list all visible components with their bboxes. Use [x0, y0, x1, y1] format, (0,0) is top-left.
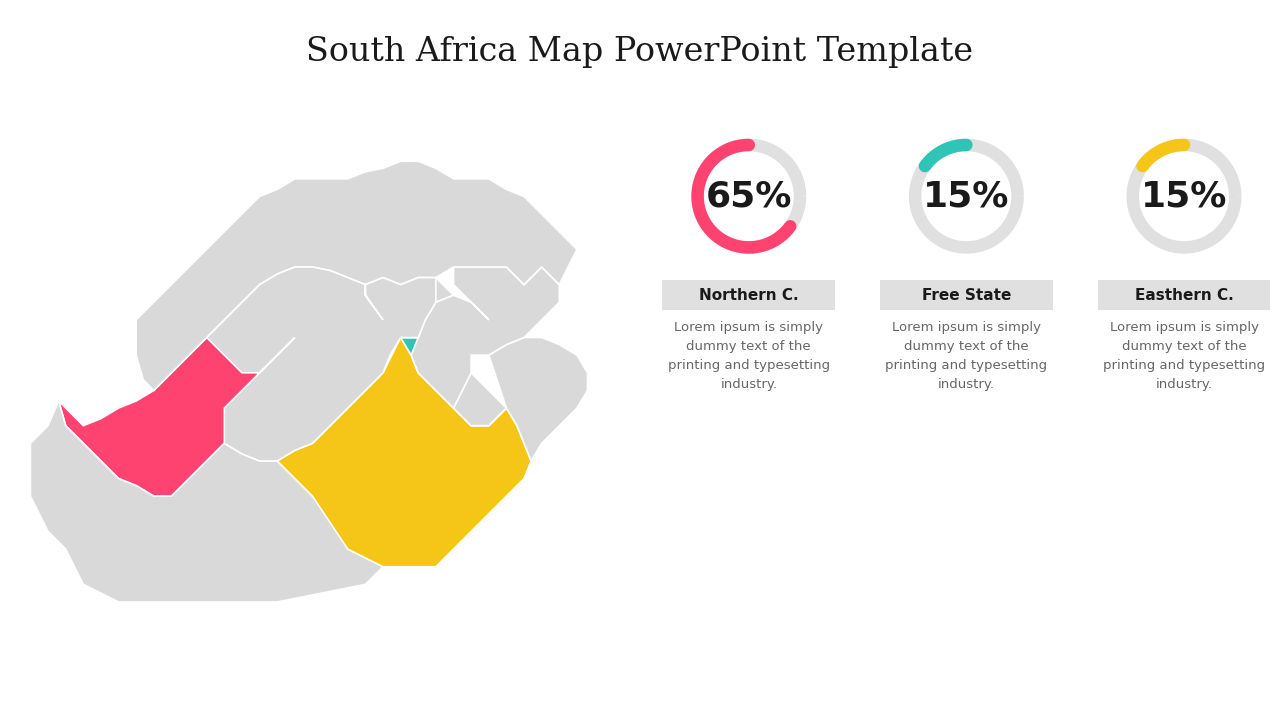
Polygon shape [453, 338, 588, 461]
FancyBboxPatch shape [854, 276, 1079, 315]
Polygon shape [383, 295, 507, 426]
Text: Lorem ipsum is simply
dummy text of the
printing and typesetting
industry.: Lorem ipsum is simply dummy text of the … [1103, 321, 1265, 391]
Text: 65%: 65% [705, 179, 792, 213]
Text: 15%: 15% [923, 179, 1010, 213]
Text: Lorem ipsum is simply
dummy text of the
printing and typesetting
industry.: Lorem ipsum is simply dummy text of the … [668, 321, 829, 391]
Text: Easthern C.: Easthern C. [1134, 288, 1234, 302]
Polygon shape [136, 161, 577, 390]
Polygon shape [31, 401, 383, 602]
Polygon shape [260, 338, 531, 567]
Polygon shape [411, 267, 559, 408]
FancyBboxPatch shape [1071, 276, 1280, 315]
Text: 15%: 15% [1140, 179, 1228, 213]
Text: Lorem ipsum is simply
dummy text of the
printing and typesetting
industry.: Lorem ipsum is simply dummy text of the … [886, 321, 1047, 391]
FancyBboxPatch shape [636, 276, 861, 315]
Text: South Africa Map PowerPoint Template: South Africa Map PowerPoint Template [306, 36, 974, 68]
Polygon shape [59, 267, 401, 496]
Text: Free State: Free State [922, 288, 1011, 302]
Text: Northern C.: Northern C. [699, 288, 799, 302]
Polygon shape [206, 267, 436, 461]
Polygon shape [365, 278, 453, 338]
